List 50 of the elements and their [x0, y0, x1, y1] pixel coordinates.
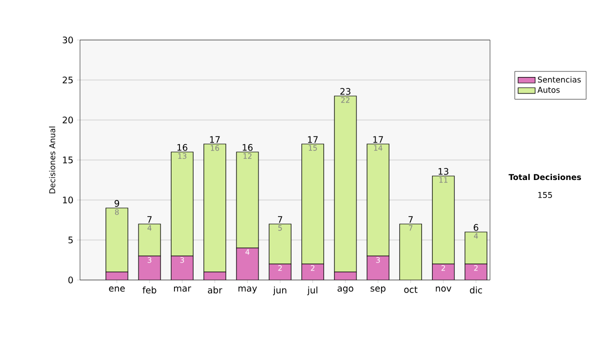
- y-tick-label: 25: [62, 76, 73, 84]
- bar: [138, 256, 161, 280]
- y-tick-label: 15: [63, 156, 73, 164]
- bar: [432, 176, 455, 264]
- total-label: 23: [340, 88, 350, 95]
- x-tick-label: sep: [370, 286, 386, 294]
- x-tick-label: mar: [174, 286, 192, 292]
- bar: [269, 264, 292, 280]
- x-tick-label: nov: [436, 286, 452, 292]
- bar: [138, 224, 161, 256]
- x-tick-label: feb: [142, 286, 156, 294]
- y-tick-label: 20: [62, 116, 73, 124]
- total-label: 6: [474, 224, 478, 231]
- bar: [170, 152, 194, 256]
- bar: [432, 264, 454, 280]
- x-tick-label: abr: [208, 286, 222, 294]
- total-label: 7: [278, 216, 282, 223]
- bar: [268, 224, 292, 264]
- x-tick-label: dic: [470, 286, 482, 294]
- bar: [106, 208, 128, 272]
- y-tick-label: 0: [68, 276, 73, 284]
- bar: [366, 144, 390, 256]
- total-label: 7: [147, 216, 152, 223]
- bar: [334, 96, 357, 272]
- total-label: 16: [177, 144, 188, 151]
- bar: [400, 224, 422, 280]
- total-label: 16: [242, 144, 253, 151]
- x-tick-label: ene: [109, 286, 125, 292]
- bar: [236, 152, 259, 248]
- total-label: 17: [308, 136, 318, 143]
- bar: [464, 232, 488, 264]
- x-tick-label: may: [238, 286, 257, 294]
- y-tick-label: 5: [68, 236, 73, 244]
- bar: [367, 256, 390, 280]
- bar: [236, 248, 258, 280]
- y-tick-label: 10: [63, 196, 73, 204]
- total-label: 17: [373, 136, 383, 143]
- x-tick-label: ago: [338, 286, 354, 294]
- x-tick-label: jul: [307, 286, 318, 296]
- total-label: 13: [438, 168, 448, 175]
- bar: [301, 144, 324, 264]
- bar: [302, 264, 324, 280]
- y-tick-label: 30: [62, 36, 73, 44]
- total-label: 7: [408, 216, 413, 223]
- total-label: 17: [210, 136, 220, 143]
- total-label: 9: [114, 200, 120, 207]
- x-tick-label: oct: [404, 286, 418, 293]
- bar: [171, 256, 194, 280]
- x-tick-label: jun: [273, 286, 286, 296]
- bar: [204, 144, 226, 272]
